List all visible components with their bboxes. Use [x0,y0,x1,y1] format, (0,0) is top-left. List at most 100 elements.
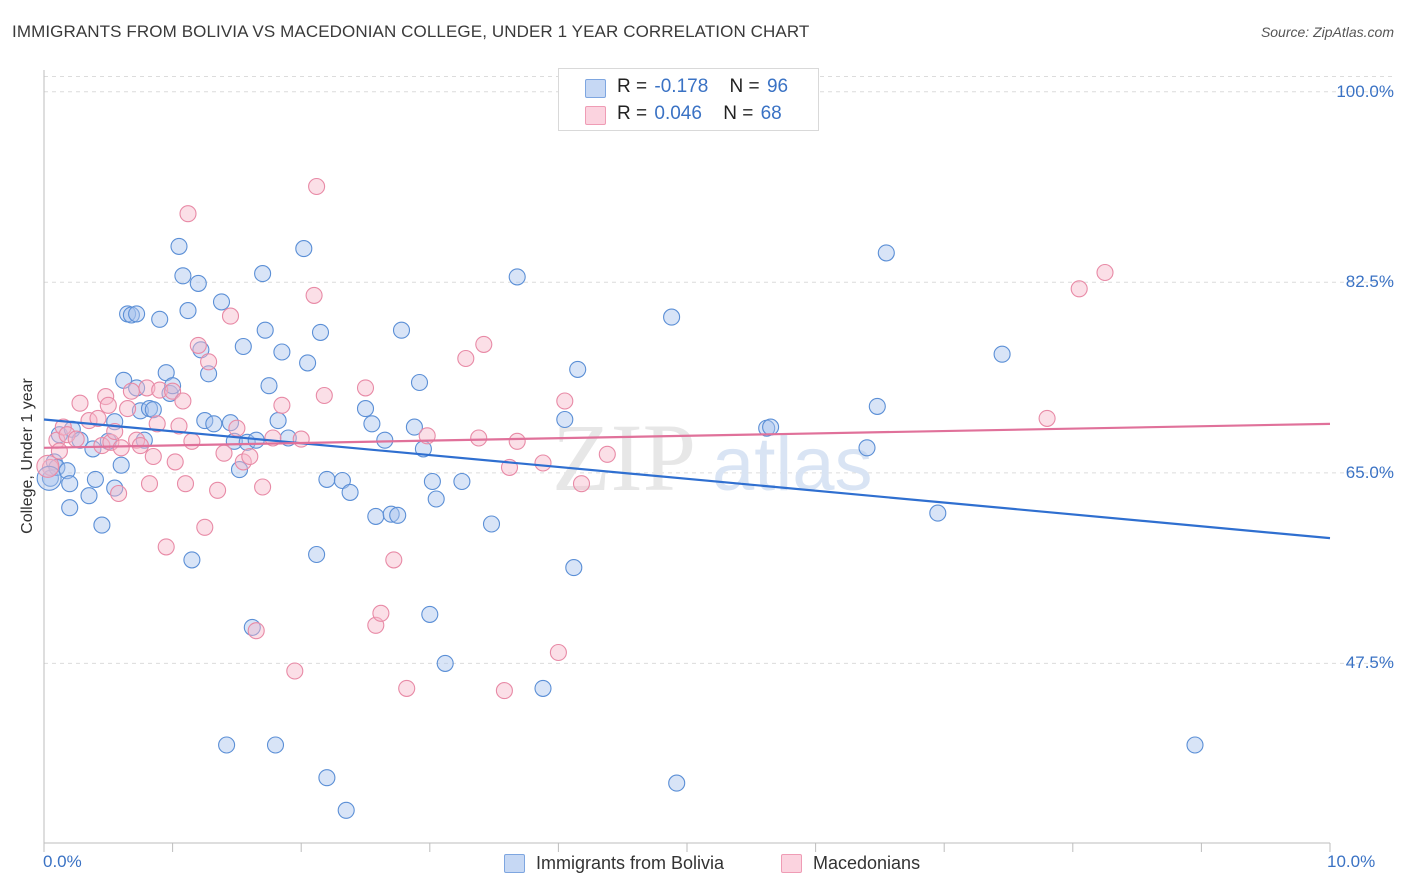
macedonians-point-27 [166,453,184,471]
legend-swatch-macedonians [781,854,802,873]
bolivia-point-53 [273,343,291,361]
bolivia-point-9 [80,487,98,505]
bolivia-point-79 [482,515,501,533]
macedonians-point-54 [385,551,403,569]
macedonians-point-65 [556,392,574,410]
macedonians-point-21 [140,475,159,493]
y-tick-label-1: 65.0% [1345,462,1394,482]
bolivia-point-26 [151,310,169,328]
macedonians-point-67 [598,445,616,463]
macedonians-point-5 [67,430,85,448]
macedonians-point-51 [356,379,375,397]
macedonians-point-49 [308,177,326,196]
macedonians-point-34 [196,518,214,536]
bolivia-point-83 [569,360,587,378]
y-tick-label-0: 47.5% [1345,653,1394,673]
bolivia-point-60 [318,769,336,787]
macedonians-point-33 [189,336,207,354]
macedonians-point-36 [209,481,227,499]
chart-title: IMMIGRANTS FROM BOLIVIA VS MACEDONIAN CO… [12,22,810,41]
bolivia-point-85 [663,308,681,326]
bolivia-point-68 [382,505,400,523]
bolivia-point-20 [128,379,146,397]
macedonians-point-48 [305,286,323,304]
bolivia-point-16 [112,456,130,474]
r-label: R = [617,76,648,97]
macedonians-point-28 [170,417,188,435]
macedonians-point-15 [112,439,130,457]
bolivia-point-67 [376,431,394,449]
macedonians-point-63 [534,454,552,472]
bolivia-point-12 [93,516,111,534]
macedonians-point-69 [1070,280,1088,298]
bolivia-point-71 [405,418,423,436]
macedonians-point-42 [247,622,265,640]
macedonians-point-53 [372,604,390,622]
bolivia-cluster-point [36,465,62,491]
macedonians-point-32 [183,432,201,450]
bolivia-point-72 [410,373,429,392]
macedonians-point-8 [89,409,107,427]
macedonians-point-11 [99,396,117,414]
bolivia-point-10 [84,440,102,458]
bolivia-point-37 [200,365,218,383]
macedonians-point-20 [138,379,156,397]
bolivia-point-74 [421,605,439,623]
macedonians-point-62 [508,432,526,450]
bolivia-point-21 [128,305,146,323]
macedonians-point-70 [1096,263,1114,282]
bolivia-point-58 [311,323,330,341]
bolivia-point-51 [266,736,285,754]
bolivia-point-56 [299,354,317,372]
macedonians-point-39 [228,419,246,437]
bolivia-point-38 [205,415,223,433]
macedonians-point-31 [179,205,197,223]
macedonians-point-22 [144,447,162,466]
macedonians-point-24 [151,381,169,399]
bolivia-point-44 [234,337,252,356]
bolivia-point-59 [318,470,336,488]
bolivia-point-52 [269,412,287,430]
bolivia-point-32 [179,302,197,320]
n-value-macedonians: 68 [760,103,782,124]
macedonians-point-23 [148,415,166,433]
macedonians-point-41 [241,447,259,466]
bolivia-point-94 [1186,736,1204,754]
macedonians-point-17 [122,382,140,400]
source-credit: Source: ZipAtlas.com [1260,24,1394,40]
y-tick-label-2: 82.5% [1345,272,1394,292]
macedonians-point-55 [398,679,416,697]
bolivia-point-29 [164,377,182,395]
bolivia-trend-line [43,418,1331,540]
macedonians-point-58 [470,429,488,447]
macedonians-point-68 [1038,409,1056,427]
bolivia-point-78 [453,472,471,491]
bolivia-point-40 [218,736,236,754]
bolivia-point-6 [61,499,79,517]
bolivia-point-19 [122,306,140,324]
macedonians-point-37 [215,444,233,462]
bolivia-point-48 [254,265,272,283]
bolivia-point-86 [668,774,686,792]
macedonians-point-43 [254,478,272,496]
bolivia-point-30 [170,237,188,255]
x-tick-min: 0.0% [43,852,82,871]
bolivia-point-5 [61,475,79,493]
macedonians-point-45 [273,396,291,414]
macedonians-point-50 [315,386,333,405]
macedonians-cluster-point [36,454,60,478]
watermark-zip: ZIP [552,404,696,511]
stats-legend: R = -0.178 N = 96 R = 0.046 N = 68 [558,68,819,131]
bolivia-point-77 [436,654,454,672]
bolivia-point-89 [858,439,876,457]
x-tick-max: 10.0% [1327,852,1376,871]
bolivia-point-31 [174,267,192,285]
bolivia-point-61 [333,471,351,490]
bolivia-point-82 [556,410,574,429]
macedonians-point-59 [475,335,493,353]
n-label: N = [723,103,754,124]
bolivia-point-55 [295,240,313,258]
bolivia-point-11 [86,470,104,488]
legend-label-bolivia: Immigrants from Bolivia [536,853,725,873]
bolivia-point-34 [189,274,207,292]
